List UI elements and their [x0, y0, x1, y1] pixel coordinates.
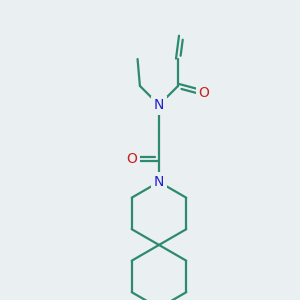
Text: N: N: [154, 98, 164, 112]
Text: O: O: [199, 86, 210, 100]
Text: O: O: [127, 152, 137, 166]
Text: N: N: [154, 175, 164, 189]
